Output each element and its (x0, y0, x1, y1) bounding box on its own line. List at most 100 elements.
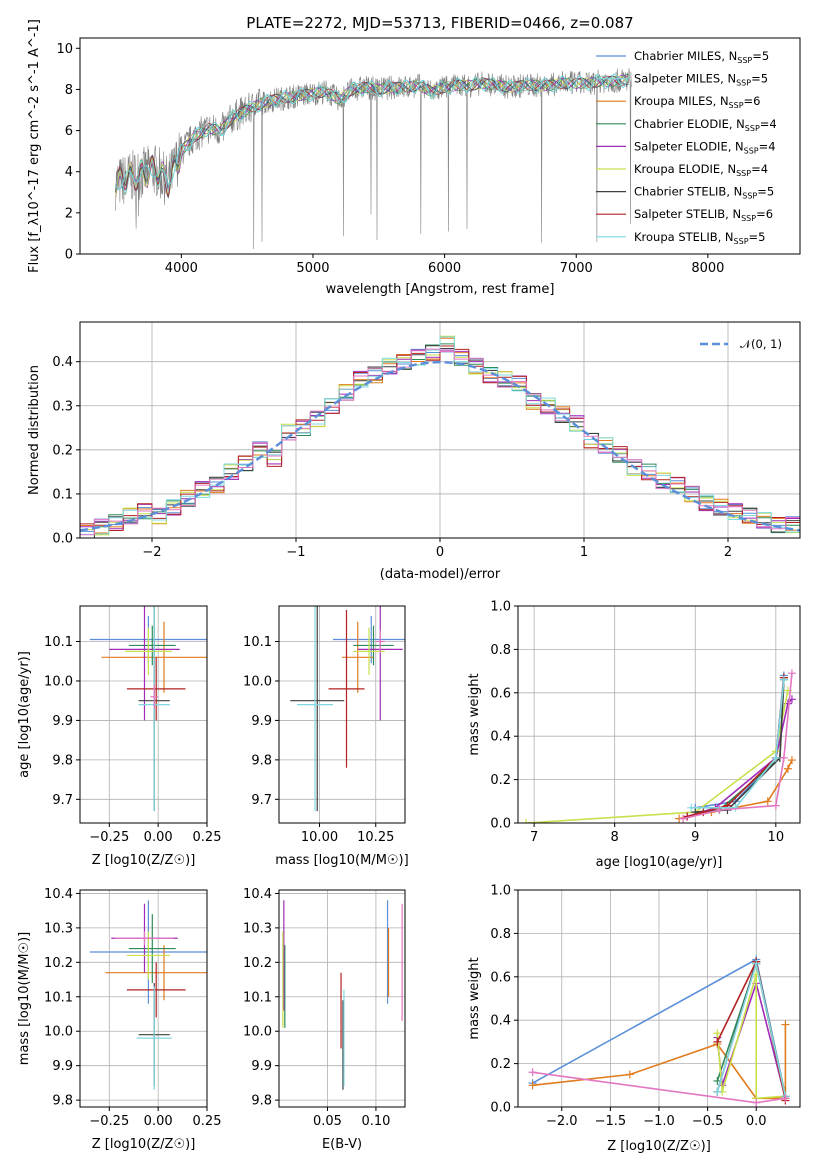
y-tick-label: 9.9 (251, 1059, 272, 1074)
x-tick-label: 10.00 (301, 830, 338, 845)
y-tick-label: 0.2 (52, 443, 73, 458)
axes-frame (517, 605, 801, 824)
y-tick-label: 10.1 (243, 990, 272, 1005)
spectrum-plot (115, 68, 632, 250)
y-axis-label: mass weight (467, 673, 482, 755)
y-tick-label: 9.7 (251, 793, 272, 808)
x-tick-label: 7 (530, 830, 538, 845)
histogram-series (80, 345, 800, 531)
series-marker (699, 808, 708, 817)
series-marker (687, 803, 696, 812)
series-marker (715, 805, 724, 814)
figure-title: PLATE=2272, MJD=53713, FIBERID=0466, z=0… (246, 14, 633, 32)
model-spectrum-line (115, 75, 629, 197)
legend-entry: Chabrier MILES, NSSP=5 (634, 49, 769, 65)
x-axis-label: E(B-V) (322, 1137, 362, 1152)
y-tick-label: 4 (65, 165, 73, 180)
x-tick-label: 0 (436, 545, 444, 560)
weight_vs_age-plot (522, 669, 796, 823)
series-marker (713, 1087, 722, 1096)
y-tick-label: 0.6 (490, 970, 511, 985)
x-tick-label: 0.25 (193, 830, 222, 845)
y-tick-label: 0.8 (490, 927, 511, 942)
observed-spectrum-line (115, 68, 632, 250)
x-tick-label: 0.25 (193, 1114, 222, 1129)
y-tick-label: 10 (56, 42, 73, 57)
series-marker (771, 801, 780, 810)
y-tick-label: 9.7 (52, 793, 73, 808)
y-tick-label: 10.0 (44, 674, 73, 689)
series-marker (787, 669, 796, 678)
y-tick-label: 8 (65, 83, 73, 98)
series-marker (752, 1098, 761, 1107)
series-marker (763, 797, 772, 806)
y-tick-label: 0.3 (52, 399, 73, 414)
mass_vs_Z-plot (89, 900, 207, 1090)
legend-entry: Salpeter STELIB, NSSP=6 (634, 207, 773, 223)
axes-frame (517, 889, 801, 1108)
series-marker (781, 1020, 790, 1029)
y-tick-label: 10.4 (243, 887, 272, 902)
x-tick-label: −1.0 (643, 1114, 675, 1129)
axes-frame-layer (76, 37, 801, 1111)
y-tick-label: 9.8 (251, 1094, 272, 1109)
series-marker (713, 1029, 722, 1038)
y-tick-label: 9.8 (52, 753, 73, 768)
axes-frame (79, 605, 208, 824)
y-tick-label: 10.1 (243, 635, 272, 650)
axes-frame (79, 37, 801, 255)
y-tick-label: 0.4 (490, 730, 511, 745)
y-tick-label: 0.1 (52, 487, 73, 502)
y-axis-label: Normed distribution (27, 365, 42, 495)
y-tick-label: 0.6 (490, 686, 511, 701)
x-tick-label: 10.25 (357, 830, 394, 845)
histogram-series (80, 348, 800, 536)
series-marker (771, 753, 780, 762)
y-tick-label: 1.0 (490, 884, 511, 899)
x-tick-label: 4000 (165, 261, 198, 276)
x-tick-label: 9 (691, 830, 699, 845)
x-tick-label: 6000 (428, 261, 461, 276)
model-spectrum-line (115, 73, 629, 195)
x-axis-label: wavelength [Angstrom, rest frame] (326, 282, 555, 297)
x-tick-label: −2 (142, 545, 161, 560)
y-tick-label: 9.8 (251, 753, 272, 768)
x-tick-label: −0.25 (89, 1114, 129, 1129)
x-axis-label: mass [log10(M/M☉)] (275, 853, 408, 868)
y-tick-label: 0.4 (52, 355, 73, 370)
y-tick-label: 0.0 (490, 1101, 511, 1116)
y-axis-label: mass weight (467, 957, 482, 1039)
series-marker (713, 1037, 722, 1046)
y-tick-label: 10.0 (243, 674, 272, 689)
series-marker (528, 1081, 537, 1090)
y-tick-label: 0.4 (490, 1014, 511, 1029)
x-tick-label: −0.5 (692, 1114, 724, 1129)
y-tick-label: 9.8 (52, 1094, 73, 1109)
series-marker (783, 764, 792, 773)
histogram-plot (80, 335, 800, 538)
series-marker (787, 756, 796, 765)
y-tick-label: 1.0 (490, 600, 511, 615)
y-axis-label: mass [log10(M/M☉)] (17, 932, 32, 1065)
series-marker (679, 814, 688, 823)
series-marker (779, 675, 788, 684)
gaussian-curve (80, 360, 800, 532)
y-tick-label: 10.1 (44, 635, 73, 650)
grid-layer (80, 322, 800, 1108)
y-tick-label: 9.9 (251, 714, 272, 729)
legend-entry: Chabrier STELIB, NSSP=5 (634, 185, 774, 201)
mass_vs_EBV-plot (282, 900, 403, 1090)
x-tick-label: 10 (768, 830, 785, 845)
model-spectrum-line (115, 75, 629, 199)
x-tick-label: −0.25 (89, 830, 129, 845)
x-tick-label: 0.05 (313, 1114, 342, 1129)
y-tick-label: 10.2 (44, 956, 73, 971)
x-tick-label: 5000 (296, 261, 329, 276)
x-axis-label: Z [log10(Z/Z☉)] (607, 1139, 711, 1154)
axes-frame (79, 321, 801, 539)
series-line (526, 690, 789, 823)
y-tick-label: 0.0 (490, 817, 511, 832)
legend-entry: 𝒩(0, 1) (740, 337, 782, 351)
series-marker (522, 819, 531, 823)
